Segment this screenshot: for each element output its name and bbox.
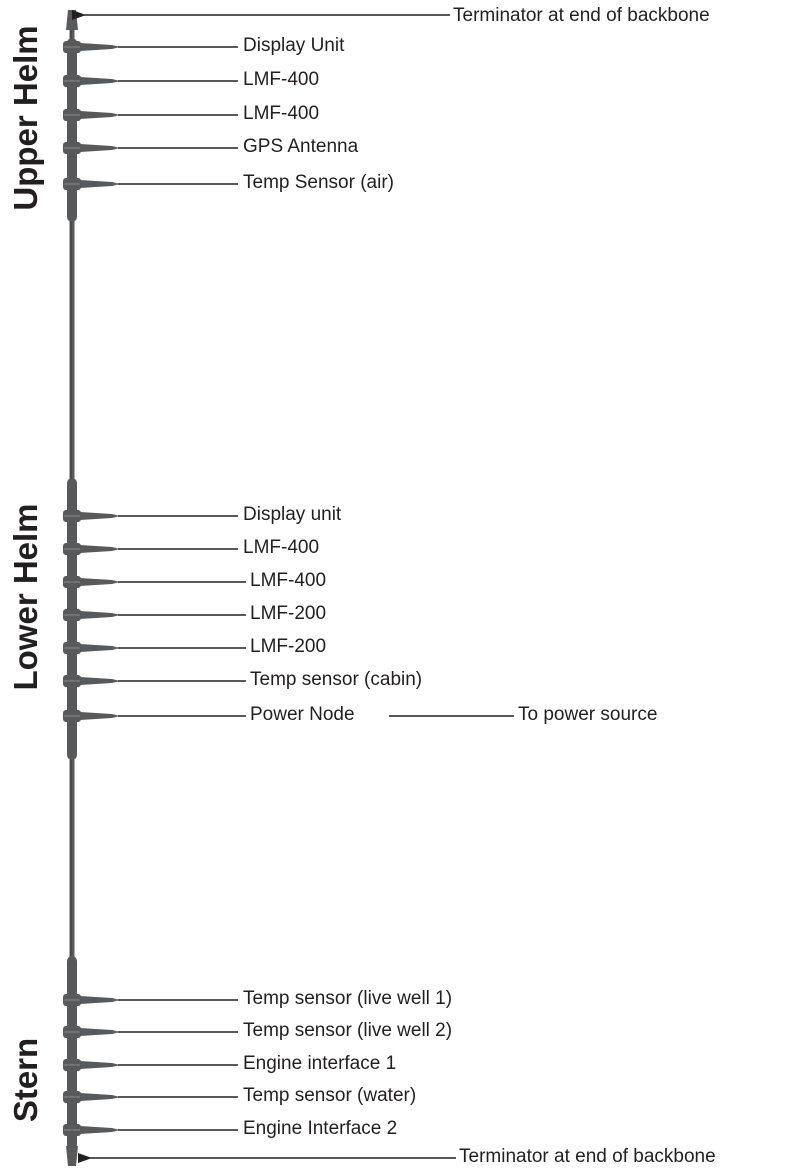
device-label: Engine Interface 2 (243, 1118, 398, 1139)
terminator-bottom-label: Terminator at end of backbone (459, 1146, 716, 1167)
device-label: LMF-400 (243, 69, 320, 90)
device-label: Engine interface 1 (243, 1053, 397, 1074)
drop-cable-s2-3 (63, 1091, 238, 1103)
connector-cluster-2 (67, 956, 77, 1150)
drop-cable-s1-5 (63, 675, 246, 687)
device-label: Temp sensor (live well 1) (243, 988, 453, 1009)
drop-cable-s1-1 (63, 543, 238, 555)
section-title-stern: Stern (7, 1037, 44, 1123)
device-label: LMF-400 (243, 103, 320, 124)
device-label: Power Node (250, 704, 355, 725)
terminator-top-label: Terminator at end of backbone (453, 5, 710, 26)
device-label: LMF-400 (243, 537, 320, 558)
device-label: Display Unit (243, 35, 345, 56)
section-title-upper-helm: Upper Helm (7, 25, 44, 211)
terminator-top-icon (66, 10, 78, 30)
device-label: LMF-200 (250, 636, 327, 657)
drop-cable-s0-3 (63, 142, 238, 154)
device-label: Temp sensor (cabin) (250, 669, 423, 690)
drop-cable-s2-0 (63, 994, 238, 1006)
drop-cable-s2-2 (63, 1059, 238, 1071)
terminator-bottom-icon (66, 1146, 78, 1166)
device-label: Temp sensor (water) (243, 1085, 417, 1106)
device-label: LMF-400 (250, 570, 327, 591)
drop-cable-s1-4 (63, 642, 246, 654)
device-label: LMF-200 (250, 603, 327, 624)
drop-cable-s1-2 (63, 576, 246, 588)
device-label: GPS Antenna (243, 136, 359, 157)
drop-cable-s2-1 (63, 1026, 238, 1038)
drop-cable-s0-0 (63, 41, 238, 53)
drop-cable-s0-4 (63, 178, 238, 190)
connector-cluster-0 (67, 38, 77, 222)
device-label: Temp Sensor (air) (243, 172, 394, 193)
device-label: Temp sensor (live well 2) (243, 1020, 453, 1041)
power-source-label: To power source (518, 704, 658, 725)
drop-cable-s0-2 (63, 109, 238, 121)
drop-cable-s0-1 (63, 75, 238, 87)
drop-cable-s2-4 (63, 1124, 238, 1136)
drop-cable-s1-3 (63, 609, 246, 621)
drop-cable-s1-6 (63, 710, 246, 722)
section-title-lower-helm: Lower Helm (7, 503, 44, 691)
drop-cable-s1-0 (63, 510, 238, 522)
device-label: Display unit (243, 504, 342, 525)
